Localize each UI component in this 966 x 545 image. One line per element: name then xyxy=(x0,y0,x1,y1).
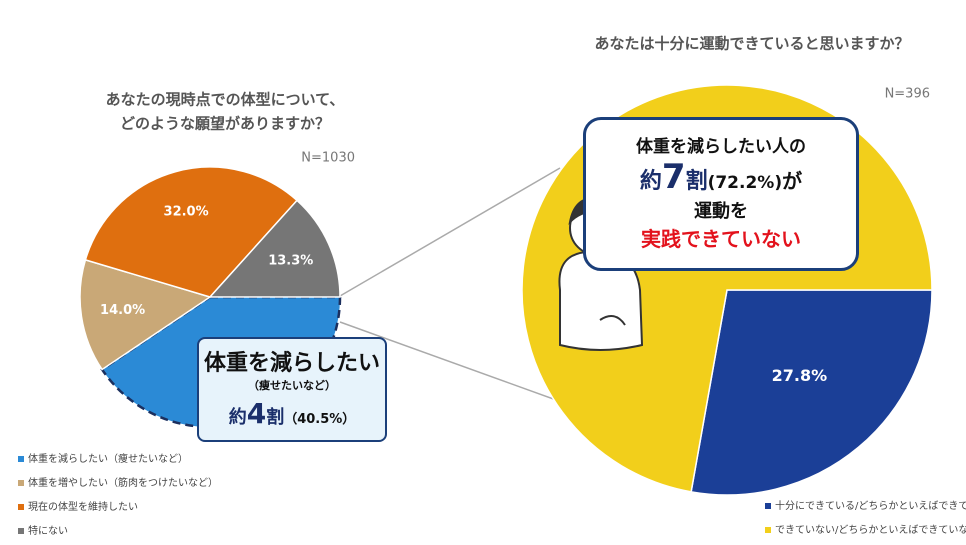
legend-swatch xyxy=(18,456,24,462)
pie-slice xyxy=(84,166,299,298)
callout-number: 4 xyxy=(246,397,267,430)
callout-detail: （40.5%） xyxy=(284,412,356,427)
callout-line: 運動を xyxy=(694,201,748,222)
callout-number: 7 xyxy=(661,157,686,197)
legend-swatch xyxy=(18,528,24,534)
value-label: 32.0% xyxy=(164,204,209,219)
pie-slice xyxy=(208,199,341,298)
value-label: 14.0% xyxy=(100,303,145,318)
legend-swatch xyxy=(765,503,771,509)
chart-title: あなたは十分に運動できていると思いますか？ xyxy=(594,35,909,53)
callout-unit: 割 xyxy=(266,407,285,428)
callout-suffix: が xyxy=(782,169,803,193)
sample-size: N=396 xyxy=(885,87,930,102)
callout-detail: (72.2%) xyxy=(707,173,783,193)
legend-swatch xyxy=(765,527,771,533)
connector xyxy=(339,167,561,297)
callout-line: 実践できていない xyxy=(641,227,801,251)
right-callout: 体重を減らしたい人の 約7割(72.2%)が 運動を 実践できていない xyxy=(583,117,859,271)
legend-label: 現在の体型を維持したい xyxy=(28,500,138,513)
connector xyxy=(339,321,571,406)
callout-heading: 体重を減らしたい xyxy=(203,351,380,376)
legend-label: できていない/どちらかといえばできていない xyxy=(775,524,966,536)
sample-size: N=1030 xyxy=(301,151,355,166)
callout-note: （痩せたいなど） xyxy=(248,379,336,392)
pies: あなたの現時点での体型について、どのような願望がありますか？ N=1030 14.0… xyxy=(18,35,966,537)
pie-slice xyxy=(79,258,212,371)
pie-slice xyxy=(690,289,933,496)
legend-label: 十分にできている/どちらかといえばできている xyxy=(775,499,966,512)
legend-swatch xyxy=(18,504,24,510)
callout-line: 体重を減らしたい人の xyxy=(636,137,806,157)
legend-swatch xyxy=(18,480,24,486)
callout-prefix: 約 xyxy=(639,169,662,194)
value-label: 13.3% xyxy=(268,254,313,269)
legend-label: 体重を増やしたい（筋肉をつけたいなど） xyxy=(28,476,218,489)
callout-prefix: 約 xyxy=(228,407,247,428)
chart-title: あなたの現時点での体型について、 xyxy=(106,91,345,109)
legend-label: 特にない xyxy=(28,525,68,537)
left-callout: 体重を減らしたい （痩せたいなど） 約4割（40.5%） xyxy=(197,337,387,442)
callout-unit: 割 xyxy=(685,169,708,194)
chart-title: どのような願望がありますか？ xyxy=(120,115,330,133)
legend-label: 体重を減らしたい（痩せたいなど） xyxy=(28,452,188,465)
value-label: 27.8% xyxy=(772,366,828,385)
